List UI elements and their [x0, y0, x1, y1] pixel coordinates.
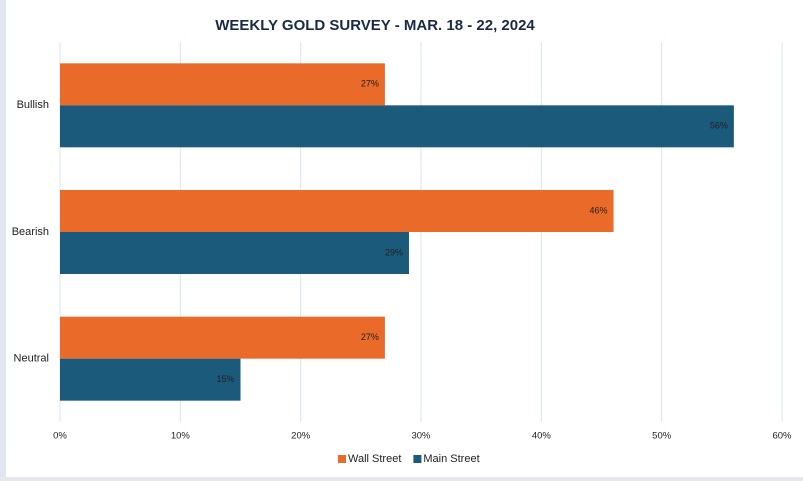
y-tick-label: Bullish [17, 99, 49, 111]
x-tick-label: 30% [411, 431, 431, 442]
data-label: 27% [361, 79, 379, 89]
left-edge [0, 0, 6, 481]
legend-swatch [338, 455, 346, 463]
data-label: 29% [385, 247, 403, 257]
data-label: 15% [216, 374, 234, 384]
y-tick-label: Bearish [12, 226, 49, 238]
bottom-edge [0, 477, 803, 481]
data-label: 46% [590, 205, 608, 215]
bar [60, 358, 241, 401]
bar [60, 190, 614, 232]
chart-title: WEEKLY GOLD SURVEY - MAR. 18 - 22, 2024 [215, 17, 535, 34]
x-tick-label: 60% [772, 431, 792, 442]
legend-label: Main Street [423, 453, 479, 465]
bar [60, 105, 734, 148]
legend-label: Wall Street [348, 453, 401, 465]
bar [60, 63, 385, 106]
bar [60, 316, 385, 359]
x-tick-label: 10% [171, 431, 191, 442]
x-tick-label: 40% [532, 431, 552, 442]
data-label: 56% [710, 121, 728, 131]
data-label: 27% [361, 332, 379, 342]
x-tick-label: 0% [53, 431, 67, 442]
legend-swatch [413, 455, 422, 463]
x-tick-label: 20% [291, 431, 311, 442]
y-tick-label: Neutral [14, 353, 49, 365]
x-tick-label: 50% [652, 431, 672, 442]
bar [60, 232, 409, 274]
